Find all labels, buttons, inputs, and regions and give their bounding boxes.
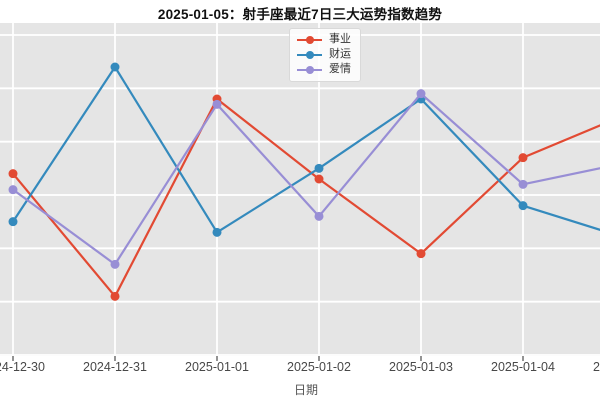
data-point-事业 bbox=[8, 169, 18, 179]
x-tick-label: 2025-01-02 bbox=[287, 360, 351, 374]
chart-title: 2025-01-05：射手座最近7日三大运势指数趋势 bbox=[157, 7, 443, 22]
love-line-marker-icon bbox=[297, 65, 322, 75]
data-point-财运 bbox=[8, 217, 18, 227]
legend-item-wealth: 财运 bbox=[297, 47, 351, 62]
data-point-事业 bbox=[518, 153, 528, 163]
data-point-爱情 bbox=[110, 259, 120, 269]
x-tick-label: 2025-01-03 bbox=[389, 360, 453, 374]
data-point-爱情 bbox=[8, 185, 18, 195]
x-tick-label: 2025-01-01 bbox=[185, 360, 249, 374]
legend-item-career: 事业 bbox=[297, 32, 351, 47]
x-tick-label: 2025-01-05 bbox=[593, 360, 600, 374]
data-point-事业 bbox=[314, 174, 324, 184]
data-point-财运 bbox=[314, 163, 324, 173]
data-point-事业 bbox=[416, 249, 426, 259]
x-tick-label: 2024-12-31 bbox=[83, 360, 147, 374]
x-tick-label: 2024-12-30 bbox=[0, 360, 45, 374]
data-point-爱情 bbox=[416, 89, 426, 99]
legend-label: 爱情 bbox=[329, 63, 351, 75]
data-point-事业 bbox=[110, 291, 120, 301]
x-tick-label: 2025-01-04 bbox=[491, 360, 555, 374]
legend-label: 财运 bbox=[329, 48, 351, 60]
data-point-财运 bbox=[212, 227, 222, 237]
x-axis-title: 日期 bbox=[293, 383, 318, 397]
data-point-财运 bbox=[518, 201, 528, 211]
legend-item-love: 爱情 bbox=[297, 62, 351, 77]
data-point-爱情 bbox=[314, 211, 324, 221]
data-point-爱情 bbox=[518, 179, 528, 189]
data-point-财运 bbox=[110, 62, 120, 72]
career-line-marker-icon bbox=[297, 35, 322, 45]
data-point-爱情 bbox=[212, 99, 222, 109]
wealth-line-marker-icon bbox=[297, 50, 322, 60]
chart-legend: 事业 财运 爱情 bbox=[289, 28, 361, 82]
legend-label: 事业 bbox=[329, 33, 351, 45]
